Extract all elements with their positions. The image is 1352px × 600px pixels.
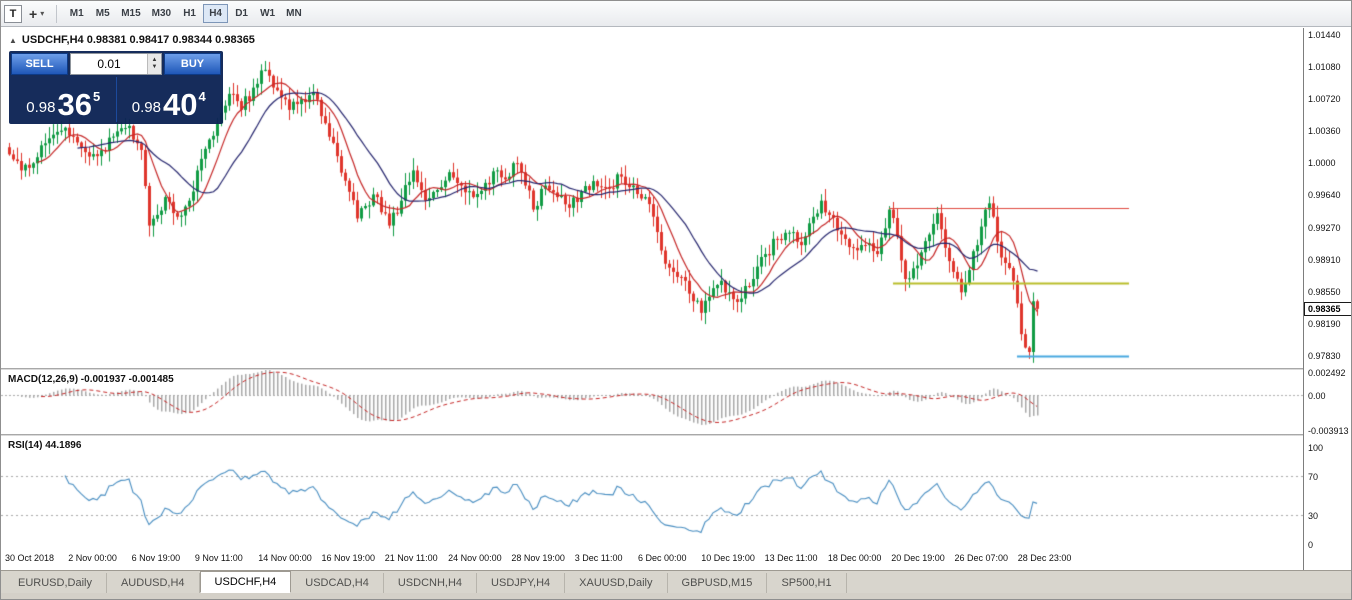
time-label: 18 Dec 00:00	[828, 553, 882, 563]
price-scale-label: 0.98550	[1308, 287, 1341, 297]
window-edge	[1, 593, 1352, 600]
tab-sp500-h1[interactable]: SP500,H1	[767, 573, 846, 593]
time-label: 9 Nov 11:00	[195, 553, 243, 563]
one-click-trading-panel: SELL 0.01 ▲▼ BUY 0.98365 0.98404	[9, 51, 223, 124]
time-label: 21 Nov 11:00	[385, 553, 438, 563]
price-scale[interactable]: 0.98365 1.01440 1.01080 1.00720 1.00360 1.00…	[1303, 28, 1352, 570]
time-label: 30 Oct 2018	[5, 553, 54, 563]
panel-separator[interactable]	[1, 434, 1352, 436]
chevron-down-icon: ▾	[40, 9, 44, 18]
macd-scale-label: -0.003913	[1308, 426, 1349, 436]
buy-price-base: 0.98	[132, 99, 161, 117]
time-label: 3 Dec 11:00	[575, 553, 623, 563]
lot-spinner[interactable]: ▲ ▼	[147, 54, 161, 74]
time-label: 24 Nov 00:00	[448, 553, 502, 563]
spinner-down-icon[interactable]: ▼	[152, 64, 158, 71]
buy-button[interactable]: BUY	[164, 53, 221, 75]
timeframe-buttons: M1M5M15M30H1H4D1W1MN	[64, 4, 306, 23]
timeframe-button-h1[interactable]: H1	[177, 4, 202, 23]
rsi-scale-label: 100	[1308, 443, 1323, 453]
buy-price-sup: 4	[198, 89, 205, 104]
sell-price-sup: 5	[93, 89, 100, 104]
toolbar-separator	[56, 5, 57, 23]
time-label: 13 Dec 11:00	[765, 553, 818, 563]
macd-label: MACD(12,26,9) -0.001937 -0.001485	[8, 374, 174, 385]
timeframe-button-h4[interactable]: H4	[203, 4, 228, 23]
chart-header: ▲ USDCHF,H4 0.98381 0.98417 0.98344 0.98…	[9, 34, 255, 46]
price-scale-label: 1.0000	[1308, 158, 1336, 168]
chart-icon: ▲	[9, 36, 17, 45]
panel-separator[interactable]	[1, 368, 1352, 370]
lot-value: 0.01	[71, 54, 147, 74]
rsi-indicator-canvas[interactable]	[1, 436, 1303, 548]
price-scale-label: 0.99640	[1308, 190, 1341, 200]
rsi-scale-label: 0	[1308, 540, 1313, 550]
sell-price[interactable]: 0.98365	[11, 77, 117, 122]
current-price-tag: 0.98365	[1304, 302, 1352, 316]
tab-usdchf-h4[interactable]: USDCHF,H4	[200, 571, 292, 593]
timeframe-button-mn[interactable]: MN	[281, 4, 307, 23]
tab-usdcad-h4[interactable]: USDCAD,H4	[291, 573, 384, 593]
tab-gbpusd-m15[interactable]: GBPUSD,M15	[668, 573, 768, 593]
buy-price[interactable]: 0.98404	[117, 77, 222, 122]
time-label: 28 Dec 23:00	[1018, 553, 1072, 563]
time-label: 26 Dec 07:00	[955, 553, 1009, 563]
rsi-scale-label: 70	[1308, 472, 1318, 482]
lot-size-input[interactable]: 0.01 ▲▼	[70, 53, 162, 75]
time-label: 14 Nov 00:00	[258, 553, 312, 563]
macd-scale-label: 0.00	[1308, 391, 1326, 401]
macd-indicator-canvas[interactable]	[1, 370, 1303, 434]
sell-price-big: 36	[57, 92, 91, 117]
rsi-scale-label: 30	[1308, 511, 1318, 521]
price-scale-label: 0.98190	[1308, 319, 1341, 329]
time-label: 6 Nov 19:00	[132, 553, 181, 563]
text-tool-button[interactable]: T	[4, 5, 22, 23]
tab-usdcnh-h4[interactable]: USDCNH,H4	[384, 573, 477, 593]
toolbar: T + ▾ M1M5M15M30H1H4D1W1MN	[1, 1, 1351, 27]
price-scale-label: 1.01080	[1308, 62, 1341, 72]
price-scale-label: 1.01440	[1308, 30, 1341, 40]
timeframe-button-m5[interactable]: M5	[90, 4, 115, 23]
time-label: 16 Nov 19:00	[322, 553, 376, 563]
price-scale-label: 1.00720	[1308, 94, 1341, 104]
crosshair-tool-button[interactable]: + ▾	[24, 4, 49, 24]
time-label: 6 Dec 00:00	[638, 553, 687, 563]
chart-tabs: EURUSD,DailyAUDUSD,H4USDCHF,H4USDCAD,H4U…	[1, 570, 1352, 593]
mt4-window: T + ▾ M1M5M15M30H1H4D1W1MN ▲ USDCHF,H4 0…	[0, 0, 1352, 600]
timeframe-button-w1[interactable]: W1	[255, 4, 280, 23]
time-label: 10 Dec 19:00	[701, 553, 755, 563]
ohlc-readout: USDCHF,H4 0.98381 0.98417 0.98344 0.9836…	[22, 34, 255, 46]
buy-price-big: 40	[163, 92, 197, 117]
timeframe-button-d1[interactable]: D1	[229, 4, 254, 23]
tab-xauusd-daily[interactable]: XAUUSD,Daily	[565, 573, 667, 593]
time-axis[interactable]: 30 Oct 2018 2 Nov 00:00 6 Nov 19:00 9 Nov 1…	[1, 548, 1303, 570]
crosshair-icon: +	[29, 7, 37, 21]
tab-audusd-h4[interactable]: AUDUSD,H4	[107, 573, 200, 593]
price-scale-label: 0.98910	[1308, 255, 1341, 265]
timeframe-button-m1[interactable]: M1	[64, 4, 89, 23]
timeframe-button-m15[interactable]: M15	[116, 4, 145, 23]
sell-button[interactable]: SELL	[11, 53, 68, 75]
trade-panel-prices: 0.98365 0.98404	[11, 77, 221, 122]
time-label: 20 Dec 19:00	[891, 553, 945, 563]
price-scale-label: 1.00360	[1308, 126, 1341, 136]
macd-scale-label: 0.002492	[1308, 368, 1346, 378]
price-scale-label: 0.99270	[1308, 223, 1341, 233]
timeframe-button-m30[interactable]: M30	[147, 4, 176, 23]
time-label: 2 Nov 00:00	[68, 553, 117, 563]
trade-panel-controls: SELL 0.01 ▲▼ BUY	[11, 53, 221, 75]
sell-price-base: 0.98	[26, 99, 55, 117]
price-scale-label: 0.97830	[1308, 351, 1341, 361]
spinner-up-icon[interactable]: ▲	[152, 57, 158, 64]
tab-eurusd-daily[interactable]: EURUSD,Daily	[4, 573, 107, 593]
time-label: 28 Nov 19:00	[511, 553, 565, 563]
rsi-label: RSI(14) 44.1896	[8, 440, 81, 451]
tab-usdjpy-h4[interactable]: USDJPY,H4	[477, 573, 565, 593]
chart-area: ▲ USDCHF,H4 0.98381 0.98417 0.98344 0.98…	[1, 28, 1352, 570]
